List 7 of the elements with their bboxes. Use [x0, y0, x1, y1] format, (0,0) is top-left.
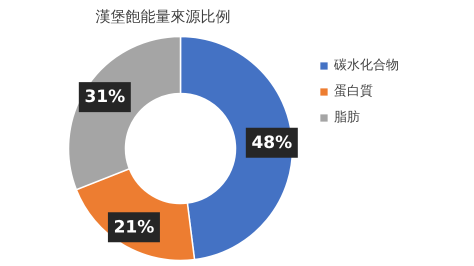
chart-title: 漢堡飽能量來源比例: [96, 8, 230, 26]
data-label: 31%: [84, 87, 126, 108]
data-label: 21%: [114, 217, 154, 238]
legend-label: 蛋白質: [334, 83, 373, 100]
data-label: 48%: [251, 132, 292, 153]
legend-label: 碳水化合物: [334, 57, 399, 74]
legend-label: 脂肪: [334, 109, 360, 126]
